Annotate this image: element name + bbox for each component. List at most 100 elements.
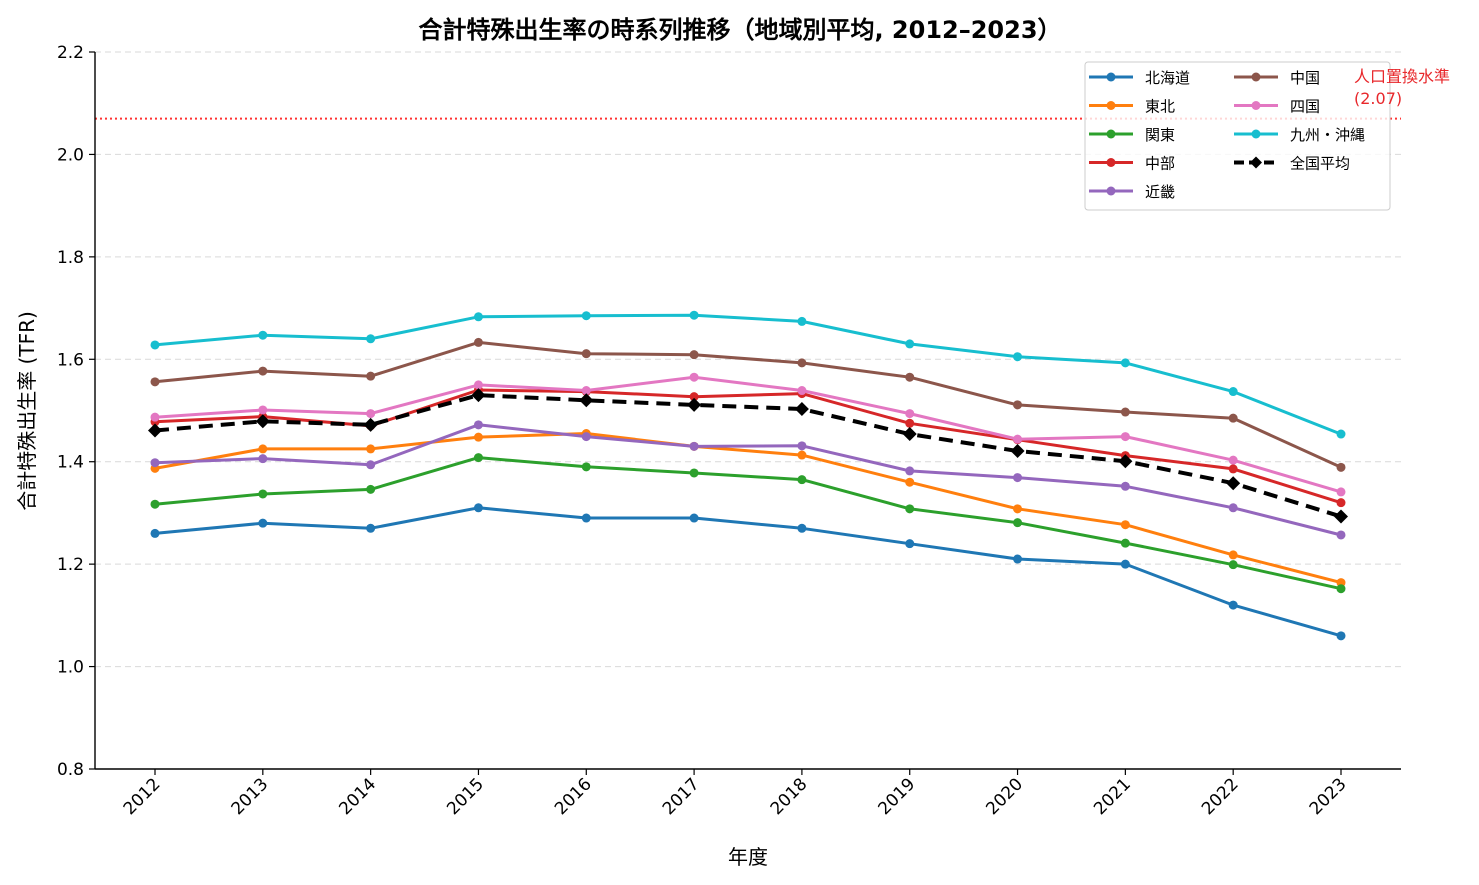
data-point — [366, 409, 376, 419]
data-point — [473, 337, 483, 347]
legend-label: 東北 — [1145, 98, 1175, 116]
data-point — [1228, 550, 1238, 560]
data-point — [581, 432, 591, 442]
y-tick-label: 2.0 — [57, 145, 84, 165]
series-line — [154, 423, 1342, 537]
legend-label: 北海道 — [1145, 69, 1190, 87]
x-tick-label: 2022 — [1198, 774, 1243, 819]
data-point — [797, 523, 807, 533]
reference-line-value-label: (2.07) — [1354, 89, 1402, 108]
legend-label: 四国 — [1290, 98, 1320, 116]
series-line — [154, 432, 1342, 585]
data-point — [150, 458, 160, 468]
data-point — [150, 499, 160, 509]
data-point — [797, 450, 807, 460]
data-point — [1120, 432, 1130, 442]
data-point — [1336, 584, 1346, 594]
data-point — [905, 504, 915, 514]
legend-item: 中部 — [1089, 155, 1175, 173]
data-point — [1013, 352, 1023, 362]
y-tick-label: 1.0 — [57, 658, 84, 678]
data-point — [1228, 387, 1238, 397]
data-point — [1013, 434, 1023, 444]
legend-marker — [1106, 72, 1116, 82]
data-point — [258, 518, 268, 528]
data-point — [258, 405, 268, 415]
y-tick-label: 2.2 — [57, 43, 84, 63]
data-point — [1228, 503, 1238, 513]
data-point — [1120, 538, 1130, 548]
x-tick-label: 2016 — [551, 774, 596, 819]
legend-label: 九州・沖縄 — [1290, 126, 1365, 144]
data-point — [689, 468, 699, 478]
data-point — [1336, 631, 1346, 641]
legend-item: 東北 — [1089, 98, 1175, 116]
data-point — [1118, 454, 1133, 469]
reference-line-label: 人口置換水準 — [1354, 67, 1450, 86]
data-point — [1334, 509, 1348, 524]
x-tick-label: 2015 — [443, 774, 488, 819]
data-point — [1013, 504, 1023, 514]
y-tick-label: 1.4 — [57, 453, 84, 473]
series-line — [154, 506, 1342, 638]
data-point — [1120, 520, 1130, 530]
legend-label: 中国 — [1290, 69, 1320, 87]
legend-item: 中国 — [1234, 69, 1320, 87]
data-point — [1228, 413, 1238, 423]
legend-label: 中部 — [1145, 155, 1175, 173]
series-4 — [150, 420, 1346, 540]
data-point — [1228, 600, 1238, 610]
data-point — [473, 432, 483, 442]
data-point — [1120, 481, 1130, 491]
legend-marker — [1106, 101, 1116, 110]
data-point — [1013, 400, 1023, 410]
data-point — [366, 523, 376, 533]
data-point — [902, 427, 917, 442]
series-0 — [150, 503, 1346, 641]
data-point — [1226, 476, 1241, 491]
data-point — [471, 388, 486, 403]
x-tick-label: 2012 — [120, 774, 165, 819]
data-point — [473, 380, 483, 390]
data-point — [255, 414, 270, 429]
data-point — [1228, 464, 1238, 474]
data-point — [687, 397, 702, 412]
data-point — [1336, 487, 1346, 497]
data-point — [905, 418, 915, 428]
data-point — [366, 484, 376, 494]
data-point — [150, 377, 160, 387]
legend-item: 北海道 — [1089, 69, 1190, 87]
y-tick-label: 1.8 — [57, 248, 84, 268]
legend-label: 全国平均 — [1290, 155, 1350, 173]
data-point — [150, 528, 160, 538]
data-point — [581, 462, 591, 472]
x-tick-label: 2020 — [982, 774, 1027, 819]
legend-marker — [1251, 72, 1261, 82]
data-point — [1013, 518, 1023, 528]
legend-marker — [1250, 156, 1262, 169]
data-point — [581, 386, 591, 396]
data-point — [258, 444, 268, 454]
y-tick-label: 1.6 — [57, 350, 84, 370]
series-line — [154, 340, 1342, 469]
data-point — [689, 513, 699, 523]
data-point — [1010, 443, 1025, 458]
legend-item: 九州・沖縄 — [1234, 126, 1365, 144]
data-point — [1013, 554, 1023, 564]
legend-marker — [1106, 129, 1116, 139]
data-point — [689, 310, 699, 320]
x-axis-label: 年度 — [728, 845, 768, 869]
data-point — [1013, 473, 1023, 483]
data-point — [258, 366, 268, 376]
data-point — [1336, 498, 1346, 508]
data-point — [1336, 462, 1346, 472]
data-point — [905, 409, 915, 419]
y-tick-label: 0.8 — [57, 760, 84, 780]
chart-title: 合計特殊出生率の時系列推移（地域別平均, 2012–2023） — [418, 16, 1061, 44]
data-point — [689, 372, 699, 382]
data-point — [797, 358, 807, 368]
legend-marker — [1106, 186, 1116, 196]
legend-marker — [1251, 129, 1261, 139]
data-point — [150, 340, 160, 350]
